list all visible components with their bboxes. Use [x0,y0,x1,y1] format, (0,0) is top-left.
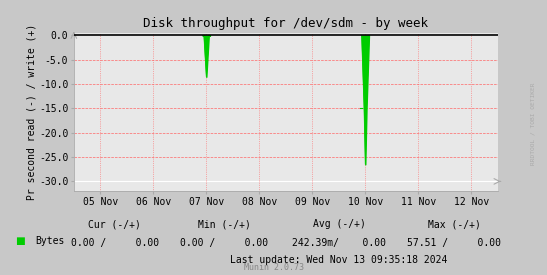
Text: Bytes: Bytes [36,236,65,246]
Text: Munin 2.0.73: Munin 2.0.73 [243,263,304,272]
Text: Last update: Wed Nov 13 09:35:18 2024: Last update: Wed Nov 13 09:35:18 2024 [230,255,448,265]
Text: 0.00 /     0.00: 0.00 / 0.00 [71,238,159,248]
Text: 0.00 /     0.00: 0.00 / 0.00 [180,238,269,248]
Y-axis label: Pr second read (-) / write (+): Pr second read (-) / write (+) [26,24,36,200]
Text: Max (-/+): Max (-/+) [428,219,480,229]
Text: RRDTOOL / TOBI OETIKER: RRDTOOL / TOBI OETIKER [531,82,536,165]
Text: 57.51 /     0.00: 57.51 / 0.00 [407,238,501,248]
Text: Cur (-/+): Cur (-/+) [89,219,141,229]
Title: Disk throughput for /dev/sdm - by week: Disk throughput for /dev/sdm - by week [143,17,428,31]
Text: ■: ■ [15,236,25,246]
Text: Min (-/+): Min (-/+) [198,219,251,229]
Text: Avg (-/+): Avg (-/+) [313,219,365,229]
Text: 242.39m/    0.00: 242.39m/ 0.00 [292,238,386,248]
